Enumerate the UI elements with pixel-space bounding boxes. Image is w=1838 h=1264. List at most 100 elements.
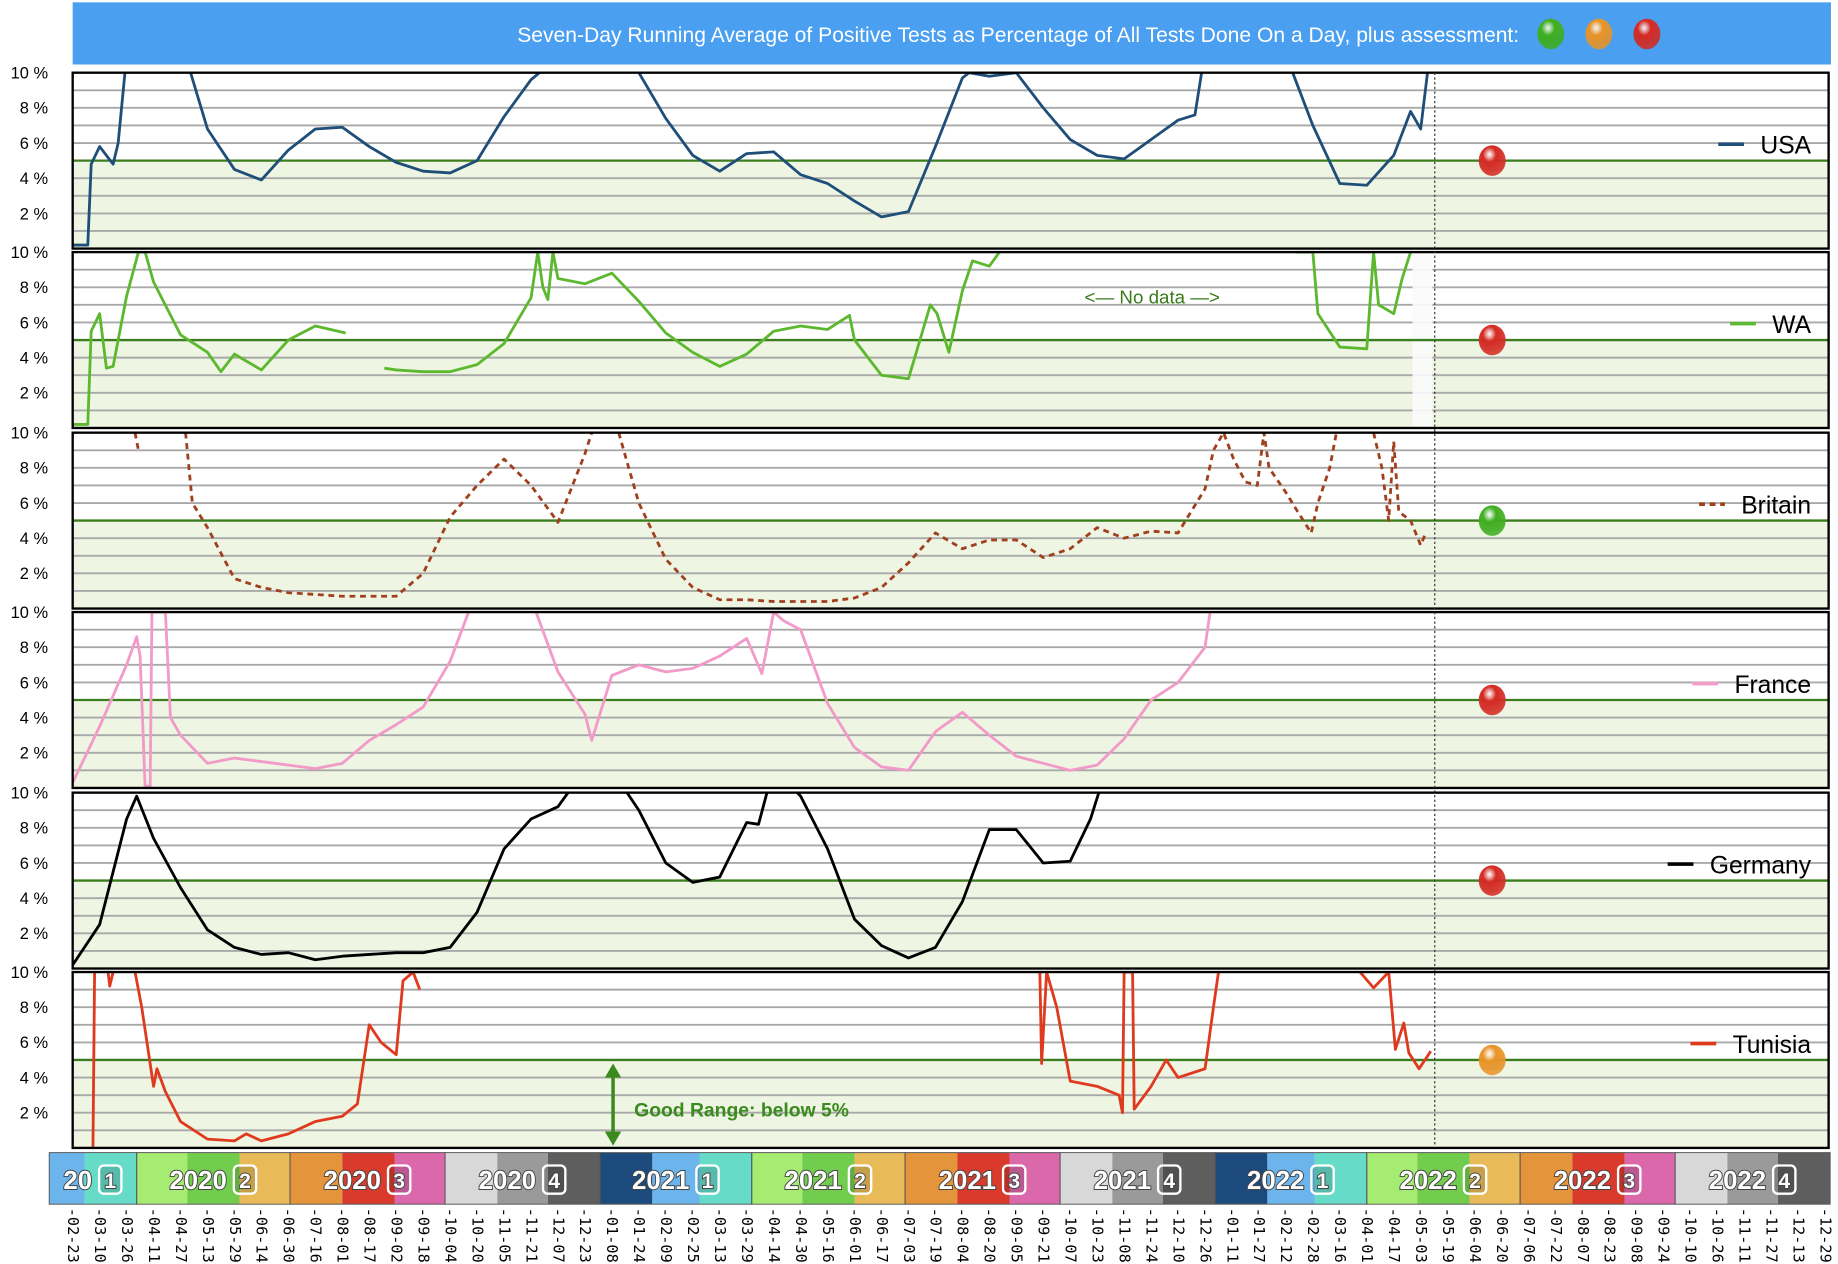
month-band (1162, 1152, 1216, 1205)
x-tick-label: -09-21 (1035, 1208, 1053, 1263)
y-tick-label: 8 % (20, 639, 48, 657)
panel-germany: 10 % 8 % 6 % 4 % 2 % Germany (11, 784, 1830, 970)
good-range-area (72, 880, 1829, 969)
quarter-year-label: 2022 (1554, 1167, 1611, 1195)
y-tick-label: 6 % (20, 855, 48, 873)
y-tick-label: 4 % (20, 1069, 48, 1087)
x-tick-label: -03-29 (738, 1208, 756, 1263)
x-tick-label: -02-09 (657, 1208, 675, 1263)
month-band (1417, 1152, 1470, 1205)
x-tick-label: -05-29 (226, 1208, 244, 1263)
x-tick-label: -12-07 (549, 1208, 567, 1263)
x-tick-label: -02-12 (1277, 1208, 1295, 1263)
x-tick-label: -07-19 (927, 1208, 945, 1263)
x-tick-label: -09-05 (1008, 1208, 1026, 1263)
quarter-number-label: 1 (1317, 1170, 1329, 1193)
panel-britain: 10 % 8 % 6 % 4 % 2 % Britain (11, 425, 1830, 610)
quarter-year-label: 2022 (1400, 1167, 1457, 1195)
panel-border (71, 71, 1830, 250)
series-line-france (72, 612, 470, 788)
x-tick-label: -08-04 (954, 1208, 972, 1263)
month-band (1624, 1152, 1676, 1205)
assessment-ball-orange-icon (1585, 18, 1613, 50)
good-range-area (72, 700, 1829, 788)
y-tick-label: 2 % (20, 205, 48, 223)
x-tick-label: -05-19 (1439, 1208, 1457, 1263)
x-tick-label: -10-20 (468, 1208, 486, 1263)
panels: 10 % 8 % 6 % 4 % 2 % USA <— No data —> 10 % 8 % 6… (11, 65, 1830, 1150)
quarter-number-label: 2 (1469, 1170, 1481, 1193)
y-tick-label: 4 % (20, 709, 48, 727)
y-tick-label: 10 % (11, 244, 48, 262)
quarter-bar: 20 1 2020 2 2020 3 2020 4 2021 1 2021 2 2021 3 2021 4 20… (48, 1152, 1831, 1205)
panel-border (71, 610, 1830, 790)
quarter-number-badge (1462, 1164, 1488, 1195)
arrow-up-icon (604, 1063, 622, 1078)
y-tick-label: 6 % (20, 314, 48, 332)
y-tick-label: 4 % (20, 349, 48, 367)
month-band (187, 1152, 240, 1205)
y-tick-label: 4 % (20, 170, 48, 188)
x-tick-label: -11-11 (1736, 1208, 1754, 1263)
quarter-number-badge (1156, 1164, 1182, 1195)
x-tick-label: -12-23 (576, 1208, 594, 1263)
month-band (1060, 1152, 1113, 1205)
y-tick-label: 2 % (20, 385, 48, 403)
series-line-tunisia (133, 972, 422, 1143)
y-tick-label: 2 % (20, 745, 48, 763)
quarter-number-label: 3 (1008, 1170, 1020, 1193)
good-range-label: Good Range: below 5% (634, 1099, 849, 1121)
y-tick-label: 2 % (20, 565, 48, 583)
month-band (1777, 1152, 1831, 1205)
x-tick-label: -08-01 (334, 1208, 352, 1263)
series-line-tunisia (106, 972, 115, 988)
month-band (802, 1152, 855, 1205)
legend-label-tunisia: Tunisia (1733, 1032, 1812, 1059)
series-line-germany (72, 792, 570, 966)
month-band (699, 1152, 752, 1205)
x-tick-label: -07-06 (1520, 1208, 1538, 1263)
x-tick-label: -04-30 (792, 1208, 810, 1263)
quarter-number-badge (1310, 1164, 1335, 1195)
series-line-tunisia (1038, 972, 1220, 1115)
x-tick-label: -02-23 (64, 1208, 82, 1263)
series-line-france (534, 612, 1212, 772)
series-line-wa (72, 252, 346, 426)
panel-border (71, 431, 1830, 610)
series-line-germany (796, 792, 1101, 960)
x-tick-label: -10-10 (1682, 1208, 1700, 1263)
x-tick-label: -04-27 (172, 1208, 190, 1263)
quarter-number-label: 3 (393, 1170, 405, 1193)
quarter-number-badge (847, 1164, 873, 1195)
y-tick-label: 8 % (20, 999, 48, 1017)
quarter-number-badge (1001, 1164, 1027, 1195)
month-band (652, 1152, 700, 1205)
series-line-wa (384, 252, 1001, 381)
good-range-area (72, 340, 1829, 428)
month-band (136, 1152, 188, 1205)
x-tick-label: -07-22 (1547, 1208, 1565, 1263)
title-banner: Seven-Day Running Average of Positive Te… (72, 2, 1831, 65)
y-tick-label: 2 % (20, 1105, 48, 1123)
x-tick-label: -10-23 (1088, 1208, 1106, 1263)
legend-label-wa: WA (1772, 312, 1811, 339)
month-band (905, 1152, 958, 1205)
quarter-year-label: 2022 (1709, 1167, 1766, 1195)
x-tick-label: -09-18 (414, 1208, 432, 1263)
assessment-ball-green-icon (1478, 505, 1506, 536)
series-line-usa (637, 72, 1204, 219)
month-band (751, 1152, 803, 1205)
x-tick-label: -08-17 (361, 1208, 379, 1263)
x-tick-label: -11-21 (522, 1208, 540, 1263)
quarter-year-label: 2022 (1247, 1167, 1304, 1195)
month-band (445, 1152, 498, 1205)
quarter-number-badge (541, 1164, 567, 1195)
quarter-year-label: 2021 (784, 1167, 841, 1195)
quarter-number-label: 4 (1163, 1170, 1175, 1193)
month-band (1009, 1152, 1061, 1205)
x-tick-label: -10-26 (1709, 1208, 1727, 1263)
good-range-area (72, 520, 1829, 609)
quarter-number-badge (97, 1164, 123, 1195)
month-band (49, 1152, 85, 1205)
